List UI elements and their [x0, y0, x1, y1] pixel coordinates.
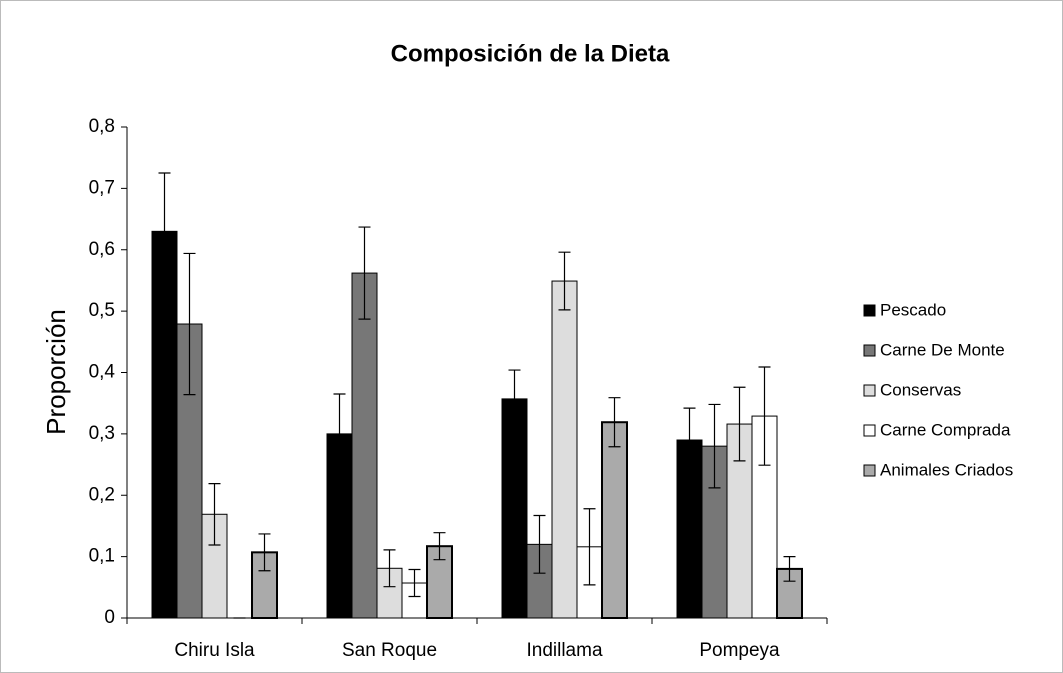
chart-title: Composición de la Dieta [391, 40, 670, 67]
error-bar [708, 403, 721, 489]
bar [601, 421, 628, 619]
error-bar [758, 366, 771, 466]
legend-swatch [863, 344, 876, 357]
y-tick-label: 0,8 [89, 116, 115, 137]
legend-swatch [863, 464, 876, 477]
legend-label: Conservas [880, 380, 961, 399]
y-tick-label: 0 [104, 607, 115, 628]
y-tick-label: 0,6 [89, 239, 115, 260]
error-bar [383, 549, 396, 588]
legend-label: Carne De Monte [880, 340, 1005, 359]
legend-swatch [863, 424, 876, 437]
bar [351, 272, 378, 619]
error-bar [258, 533, 271, 572]
error-bar [158, 172, 171, 291]
legend-label: Pescado [880, 300, 946, 319]
y-tick-label: 0,7 [89, 177, 115, 198]
error-bar [208, 482, 221, 546]
y-axis-label: Proporción [41, 309, 71, 435]
bar [326, 433, 353, 619]
error-bar [433, 532, 446, 561]
error-bar [583, 508, 596, 586]
error-bar [783, 556, 796, 582]
y-tick-label: 0,4 [89, 362, 116, 383]
x-tick-label: Indillama [526, 640, 602, 661]
error-bar [408, 568, 421, 598]
error-bar [733, 386, 746, 462]
x-tick-label: Chiru Isla [174, 640, 255, 661]
bar [551, 280, 578, 619]
error-bar [608, 397, 621, 448]
y-tick-label: 0,3 [89, 423, 115, 444]
y-tick-label: 0,5 [89, 300, 115, 321]
error-bar [333, 393, 346, 475]
y-tick-label: 0,2 [89, 484, 115, 505]
legend-swatch [863, 304, 876, 317]
bar [501, 398, 528, 619]
legend-label: Animales Criados [880, 460, 1013, 479]
error-bar [533, 514, 546, 574]
x-tick-label: Pompeya [699, 640, 780, 661]
y-tick-label: 0,1 [89, 546, 115, 567]
bar [151, 230, 178, 619]
x-tick-label: San Roque [342, 640, 437, 661]
error-bar [683, 407, 696, 473]
legend-swatch [863, 384, 876, 397]
error-bar [508, 369, 521, 429]
error-bar [558, 251, 571, 311]
legend-label: Carne Comprada [880, 420, 1011, 439]
error-bar [183, 252, 196, 396]
error-bar [358, 226, 371, 320]
